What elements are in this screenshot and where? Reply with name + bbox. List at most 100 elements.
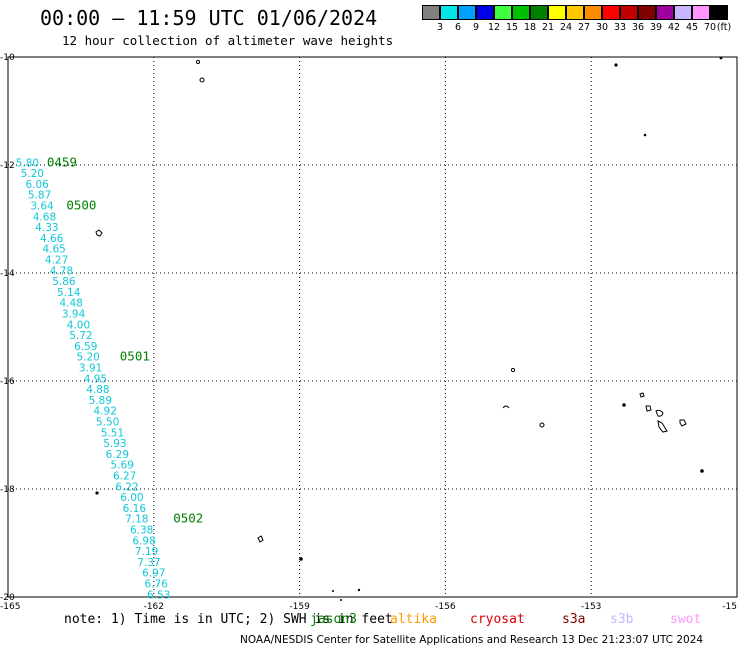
wave-height-value: 5.20 — [76, 352, 99, 364]
wave-height-value: 6.76 — [145, 579, 169, 591]
x-tick-label: -156 — [435, 602, 456, 612]
satellite-s3b: s3b — [610, 612, 634, 627]
island — [700, 469, 704, 473]
y-tick-label: -18 — [0, 485, 15, 495]
x-tick-label: -15 — [722, 602, 737, 612]
wave-height-value: 4.33 — [35, 222, 58, 234]
legend-swatch — [620, 5, 638, 20]
legend-label: 70 — [703, 22, 717, 33]
island — [195, 59, 201, 65]
legend-label: 18 — [523, 22, 537, 33]
legend-label: 36 — [631, 22, 645, 33]
footer-note: note: 1) Time is in UTC; 2) SWH is in fe… — [64, 612, 393, 627]
wave-height-value: 5.51 — [101, 427, 124, 439]
legend-swatch — [692, 5, 710, 20]
wave-height-value: 5.72 — [69, 330, 92, 342]
y-tick-label: -20 — [0, 593, 15, 603]
island — [622, 403, 626, 407]
wave-height-value: 3.91 — [79, 363, 102, 375]
legend-swatch — [530, 5, 548, 20]
wave-height-value: 5.87 — [28, 190, 51, 202]
wave-height-value: 5.20 — [21, 168, 44, 180]
legend-label: 15 — [505, 22, 519, 33]
legend-swatch — [548, 5, 566, 20]
legend-label: 42 — [667, 22, 681, 33]
legend-unit: (ft) — [716, 22, 732, 33]
legend-swatch — [674, 5, 692, 20]
legend-label: 9 — [472, 22, 480, 33]
wave-height-value: 4.00 — [67, 319, 90, 331]
legend-swatch — [638, 5, 656, 20]
island — [357, 588, 361, 592]
wave-height-value: 6.38 — [130, 525, 153, 537]
island — [95, 229, 103, 237]
island — [643, 133, 647, 137]
wave-height-value: 6.59 — [74, 341, 97, 353]
island — [614, 63, 618, 67]
island — [679, 419, 687, 427]
island — [539, 422, 545, 428]
altimeter-track: 5.805.206.065.873.644.684.334.664.654.27… — [16, 157, 171, 601]
island — [645, 405, 652, 412]
legend-swatch — [512, 5, 530, 20]
island — [257, 535, 264, 543]
legend-swatch — [494, 5, 512, 20]
y-tick-label: -10 — [0, 53, 15, 63]
wave-height-value: 4.65 — [42, 244, 65, 256]
wave-height-value: 4.92 — [94, 406, 117, 418]
wave-height-value: 6.00 — [120, 492, 143, 504]
wave-height-value: 7.37 — [137, 557, 160, 569]
legend-swatch — [584, 5, 602, 20]
wave-height-value: 4.27 — [45, 255, 68, 267]
wave-height-value: 4.66 — [40, 233, 64, 245]
wave-height-value: 6.98 — [132, 535, 155, 547]
y-tick-label: -12 — [0, 161, 15, 171]
legend-label: 21 — [541, 22, 555, 33]
legend-label: 27 — [577, 22, 591, 33]
satellite-s3a: s3a — [562, 612, 586, 627]
legend-swatch — [458, 5, 476, 20]
credit-line: NOAA/NESDIS Center for Satellite Applica… — [240, 634, 704, 646]
wave-height-value: 7.18 — [125, 514, 148, 526]
x-tick-label: -159 — [289, 602, 310, 612]
map-frame — [7, 56, 738, 598]
legend-label: 3 — [436, 22, 444, 33]
legend-swatch — [710, 5, 728, 20]
legend-label: 30 — [595, 22, 609, 33]
wave-height-value: 5.69 — [111, 460, 134, 472]
pass-time-label: 0502 — [173, 511, 203, 526]
legend-swatch — [476, 5, 494, 20]
legend-swatch — [656, 5, 674, 20]
island — [199, 77, 205, 83]
y-tick-label: -16 — [0, 377, 15, 387]
x-tick-label: -165 — [0, 602, 20, 612]
island — [719, 56, 723, 60]
wave-height-value: 4.88 — [86, 384, 109, 396]
wave-height-value: 6.97 — [142, 568, 165, 580]
satellite-swot: swot — [670, 612, 702, 627]
y-tick-label: -14 — [0, 269, 15, 279]
wave-height-value: 6.06 — [25, 179, 49, 191]
map-subtitle: 12 hour collection of altimeter wave hei… — [62, 33, 394, 48]
legend-label: 45 — [685, 22, 699, 33]
wave-height-value: 4.95 — [84, 373, 107, 385]
footer-note-row: note: 1) Time is in UTC; 2) SWH is in fe… — [64, 612, 740, 630]
wave-height-value: 5.80 — [16, 157, 39, 169]
wave-height-value: 5.14 — [57, 287, 81, 299]
island — [655, 409, 664, 417]
island — [657, 420, 668, 433]
legend-swatches — [422, 5, 728, 20]
island — [510, 367, 516, 373]
satellite-jason3: jason3 — [310, 612, 357, 627]
wave-height-legend: 3 6 9 12 15 18 21 24 27 30 33 36 39 42 45 70 (ft) — [422, 5, 732, 35]
island — [332, 590, 334, 592]
wave-height-value: 6.16 — [123, 503, 147, 515]
wave-height-value: 6.53 — [147, 589, 170, 601]
legend-label: 33 — [613, 22, 627, 33]
satellite-cryosat: cryosat — [470, 612, 525, 627]
island — [340, 599, 342, 601]
wave-height-value: 4.48 — [59, 298, 82, 310]
x-tick-label: -162 — [144, 602, 164, 612]
legend-label: 12 — [487, 22, 501, 33]
